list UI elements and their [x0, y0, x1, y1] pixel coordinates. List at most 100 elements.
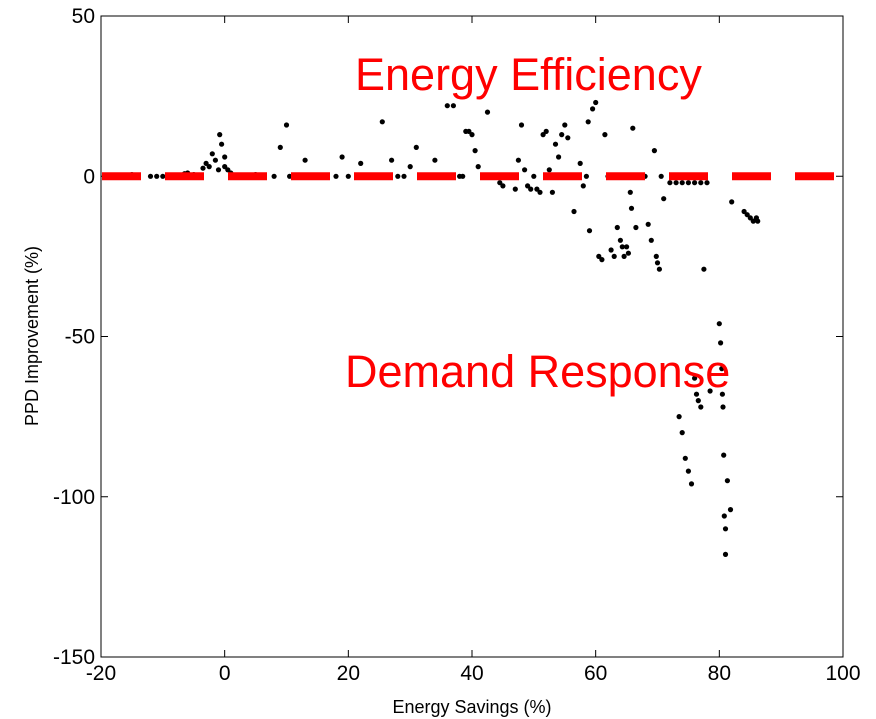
data-point	[525, 183, 531, 189]
data-point	[653, 253, 659, 259]
data-point	[656, 266, 663, 272]
data-point	[484, 109, 491, 115]
data-point	[469, 132, 475, 138]
data-point	[608, 247, 614, 253]
data-point	[271, 173, 277, 179]
plot-area	[100, 15, 844, 658]
data-point	[701, 266, 707, 272]
data-point	[648, 237, 654, 243]
data-point	[450, 103, 456, 109]
data-point	[744, 212, 750, 218]
data-point	[719, 366, 725, 372]
data-point	[432, 157, 438, 163]
data-point	[750, 218, 756, 224]
data-point	[358, 160, 364, 166]
data-point	[755, 218, 761, 224]
x-tick-label: 80	[708, 662, 731, 685]
x-tick-label: 20	[337, 662, 360, 685]
data-point	[466, 128, 472, 134]
data-point	[531, 173, 537, 179]
data-point	[562, 122, 568, 128]
data-point	[559, 132, 565, 138]
data-point	[718, 340, 724, 346]
data-point	[512, 186, 518, 192]
data-point	[602, 132, 608, 138]
data-point	[654, 260, 661, 266]
data-point	[580, 183, 586, 189]
data-point	[215, 167, 222, 173]
data-point	[585, 119, 591, 125]
data-point	[741, 208, 747, 215]
data-point	[633, 224, 639, 231]
x-tick-label: 40	[460, 662, 483, 685]
data-point	[721, 452, 727, 458]
data-point	[209, 151, 215, 157]
data-point	[611, 253, 617, 259]
data-point	[518, 122, 525, 128]
data-point	[522, 167, 528, 173]
data-point	[217, 132, 223, 138]
data-point	[444, 103, 450, 109]
data-point	[716, 321, 722, 327]
data-point	[673, 180, 679, 186]
data-point	[552, 141, 559, 147]
data-point	[682, 455, 688, 461]
data-point	[212, 157, 218, 163]
data-point	[685, 180, 692, 186]
data-point	[667, 180, 673, 186]
data-point	[543, 128, 549, 134]
data-point	[540, 132, 546, 138]
annotation-energy-efficiency: Energy Efficiency	[355, 49, 702, 100]
data-point	[339, 154, 345, 160]
data-point	[630, 125, 636, 131]
data-point	[277, 144, 283, 150]
data-point	[556, 154, 562, 160]
data-point	[475, 164, 481, 170]
data-point	[661, 196, 667, 202]
data-point	[651, 148, 658, 154]
data-point	[222, 164, 228, 170]
data-point	[345, 173, 351, 179]
data-point	[645, 221, 651, 227]
data-point	[302, 157, 308, 163]
data-point	[586, 228, 593, 234]
data-point	[413, 144, 419, 150]
data-point	[614, 224, 620, 231]
data-point	[206, 164, 212, 170]
data-point	[719, 391, 726, 397]
data-point	[565, 135, 571, 141]
data-point	[721, 513, 727, 519]
y-tick-label: -50	[65, 326, 95, 349]
data-point	[160, 173, 166, 179]
data-point	[658, 173, 664, 179]
data-point	[379, 119, 385, 125]
data-point	[698, 404, 704, 410]
data-point	[577, 160, 583, 166]
data-point	[624, 244, 630, 250]
data-point	[497, 180, 503, 186]
y-tick-label: 50	[72, 5, 95, 28]
data-point	[593, 99, 599, 106]
data-point	[219, 141, 225, 147]
y-tick-label: 0	[83, 165, 95, 188]
data-point	[704, 180, 710, 186]
data-point	[676, 414, 682, 420]
data-point	[537, 189, 543, 195]
data-point	[515, 157, 522, 163]
annotation-demand-response: Demand Response	[345, 346, 730, 397]
data-point	[472, 148, 478, 154]
data-point	[203, 160, 209, 166]
data-point	[528, 186, 534, 192]
data-point	[729, 199, 735, 205]
data-point	[693, 391, 700, 397]
data-point	[222, 154, 228, 160]
data-point	[625, 250, 632, 256]
data-point	[333, 173, 339, 179]
x-tick-label: 100	[825, 662, 860, 685]
data-point	[627, 189, 633, 195]
data-point	[724, 478, 731, 484]
data-point	[200, 165, 206, 171]
data-point	[628, 205, 635, 211]
data-point	[619, 244, 625, 250]
